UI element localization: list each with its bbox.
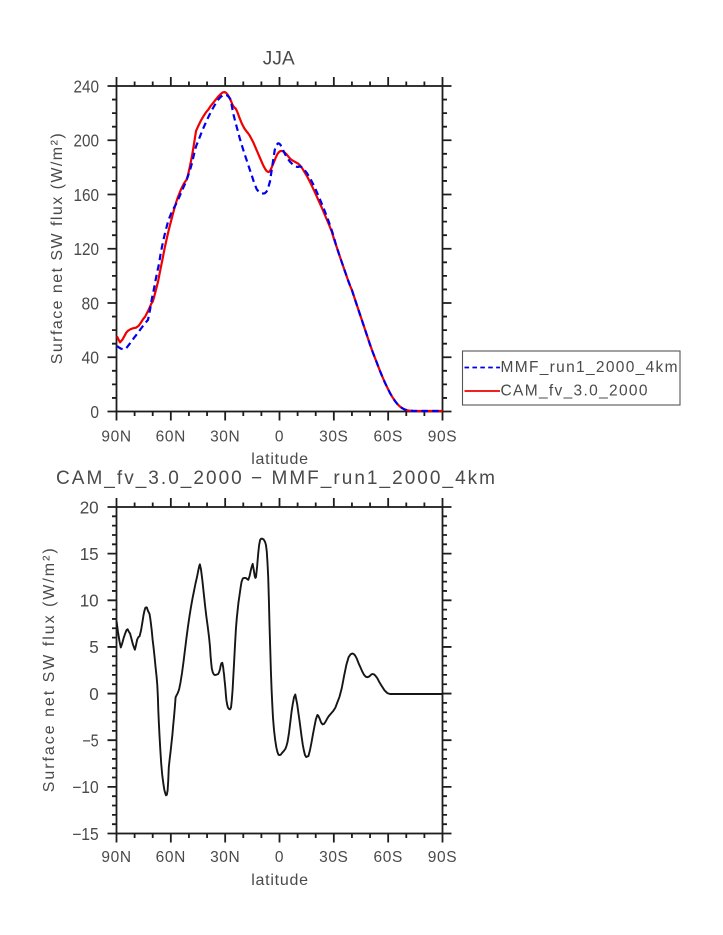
svg-text:5: 5 [89, 637, 99, 657]
svg-text:JJA: JJA [263, 49, 295, 70]
svg-text:30S: 30S [319, 429, 348, 446]
svg-text:60S: 60S [374, 429, 403, 446]
svg-text:latitude: latitude [251, 872, 309, 889]
svg-text:CAM_fv_3.0_2000 − MMF_run1_200: CAM_fv_3.0_2000 − MMF_run1_2000_4km [56, 468, 495, 489]
svg-text:160: 160 [74, 185, 100, 205]
svg-text:90N: 90N [101, 429, 131, 446]
svg-text:0: 0 [90, 402, 99, 422]
svg-text:60N: 60N [156, 849, 186, 866]
svg-text:Surface net SW flux (W/m²): Surface net SW flux (W/m²) [49, 133, 66, 364]
svg-text:30N: 30N [210, 849, 240, 866]
svg-text:10: 10 [80, 591, 99, 611]
svg-text:30S: 30S [319, 849, 348, 866]
svg-text:−5: −5 [82, 731, 99, 751]
svg-text:−10: −10 [72, 777, 99, 797]
svg-text:90N: 90N [101, 849, 131, 866]
svg-text:60S: 60S [374, 849, 403, 866]
svg-text:200: 200 [74, 131, 100, 151]
svg-text:90S: 90S [428, 429, 457, 446]
svg-text:30N: 30N [210, 429, 240, 446]
svg-text:latitude: latitude [251, 451, 309, 468]
svg-text:15: 15 [80, 544, 99, 564]
svg-text:0: 0 [275, 429, 284, 446]
svg-text:120: 120 [74, 239, 100, 259]
svg-text:40: 40 [82, 348, 100, 368]
svg-text:0: 0 [89, 684, 99, 704]
svg-text:MMF_run1_2000_4km: MMF_run1_2000_4km [501, 359, 678, 376]
svg-text:−15: −15 [72, 824, 99, 844]
svg-text:20: 20 [80, 497, 99, 517]
svg-text:Surface net SW flux (W/m²): Surface net SW flux (W/m²) [41, 548, 58, 792]
svg-text:0: 0 [275, 849, 284, 866]
svg-text:CAM_fv_3.0_2000: CAM_fv_3.0_2000 [501, 383, 648, 400]
svg-text:60N: 60N [156, 429, 186, 446]
svg-text:240: 240 [74, 76, 100, 96]
svg-text:90S: 90S [428, 849, 457, 866]
svg-text:80: 80 [82, 293, 100, 313]
